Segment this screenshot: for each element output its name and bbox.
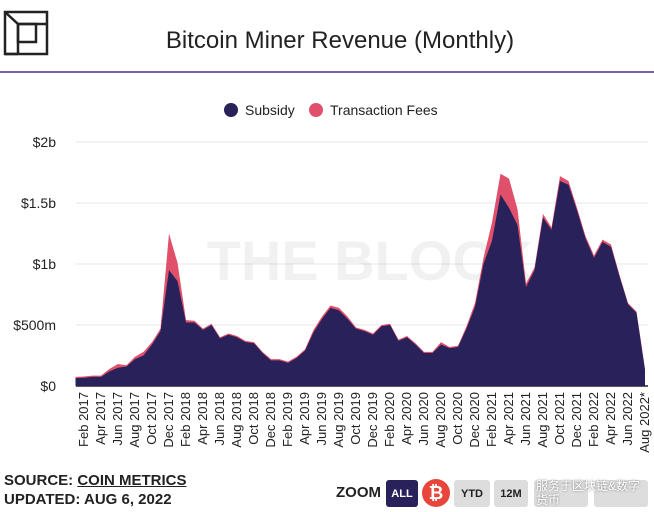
x-tick-label: Feb 2022 [586,392,601,447]
x-tick-label: Oct 2019 [348,392,363,445]
source-line: SOURCE: COIN METRICS [4,472,187,489]
x-tick-label: Feb 2021 [484,392,499,447]
x-tick-label: Dec 2019 [365,392,380,448]
overlay-watermark-text: 服务于区块链&数字货币 [536,479,641,507]
chart-title: Bitcoin Miner Revenue (Monthly) [166,27,514,54]
legend-swatch-fees [309,103,323,117]
y-tick-label: $500m [13,317,56,333]
x-tick-label: Jun 2021 [518,392,533,446]
logo-cube-icon [3,10,49,56]
legend-swatch-subsidy [224,103,238,117]
x-tick-label: Jun 2017 [110,392,125,446]
x-tick-label: Jun 2019 [314,392,329,446]
x-tick-label: Apr 2022 [603,392,618,445]
x-tick-label: Apr 2017 [93,392,108,445]
zoom-label: ZOOM [336,484,381,501]
x-tick-label: Aug 2019 [331,392,346,448]
zoom-extra-button-2[interactable] [594,480,648,507]
x-tick-label: Apr 2021 [501,392,516,445]
x-tick-label: Oct 2018 [246,392,261,445]
x-tick-label: Dec 2021 [569,392,584,448]
zoom-extra-button[interactable] [534,480,588,507]
legend-label-fees: Transaction Fees [330,102,438,118]
source-link[interactable]: COIN METRICS [77,472,187,489]
x-tick-label: Aug 2017 [127,392,142,448]
x-tick-label: Aug 2022* [637,392,652,453]
x-tick-label: Feb 2018 [178,392,193,447]
x-tick-label: Aug 2018 [229,392,244,448]
x-tick-label: Apr 2020 [399,392,414,445]
zoom-12m-button[interactable]: 12M [494,480,528,507]
x-tick-label: Oct 2017 [144,392,159,445]
x-tick-label: Dec 2017 [161,392,176,448]
source-label: SOURCE: [4,472,74,489]
x-tick-label: Apr 2019 [297,392,312,445]
x-tick-label: Feb 2019 [280,392,295,447]
x-tick-label: Jun 2020 [416,392,431,446]
y-tick-label: $0 [40,378,56,394]
x-tick-label: Jun 2018 [212,392,227,446]
legend: Subsidy Transaction Fees [224,102,438,118]
legend-label-subsidy: Subsidy [245,102,295,118]
updated-text: UPDATED: AUG 6, 2022 [4,491,172,508]
y-tick-label: $1b [33,256,57,272]
zoom-all-button[interactable]: ALL [386,480,418,507]
x-tick-label: Jun 2022 [620,392,635,446]
zoom-ytd-button[interactable]: YTD [454,480,490,507]
bitcoin-watermark-icon: ₿ [422,479,450,507]
x-tick-label: Dec 2020 [467,392,482,448]
x-tick-label: Aug 2020 [433,392,448,448]
y-tick-label: $2b [33,134,57,150]
x-tick-label: Apr 2018 [195,392,210,445]
x-tick-label: Feb 2017 [76,392,91,447]
x-tick-label: Oct 2020 [450,392,465,445]
x-tick-label: Dec 2018 [263,392,278,448]
x-tick-label: Oct 2021 [552,392,567,445]
x-tick-label: Aug 2021 [535,392,550,448]
y-tick-label: $1.5b [21,195,56,211]
area-subsidy [75,181,645,386]
x-tick-label: Feb 2020 [382,392,397,447]
watermark: THE BLOCK [207,229,534,292]
